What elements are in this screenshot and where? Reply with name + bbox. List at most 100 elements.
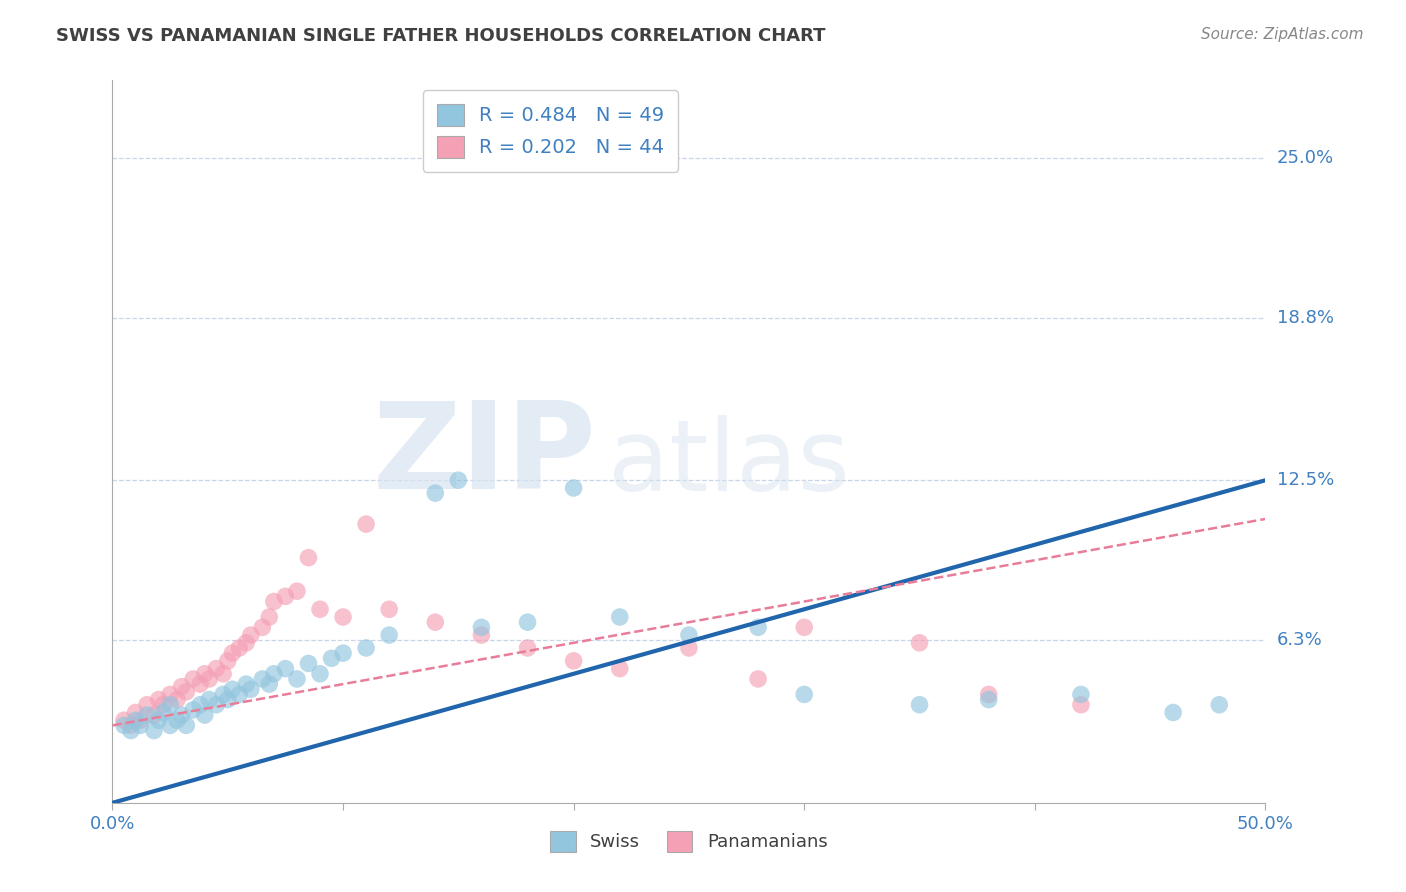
Text: 6.3%: 6.3% <box>1277 632 1322 649</box>
Point <box>239 628 262 642</box>
Point <box>332 610 354 624</box>
Point <box>174 685 197 699</box>
Point <box>124 713 146 727</box>
Point <box>166 713 188 727</box>
Point <box>425 486 447 500</box>
Point <box>285 584 308 599</box>
Point <box>609 662 631 676</box>
Point <box>170 680 193 694</box>
Point <box>120 723 142 738</box>
Point <box>136 698 159 712</box>
Point <box>793 687 815 701</box>
Point <box>259 610 281 624</box>
Point <box>1161 706 1184 720</box>
Point <box>252 672 274 686</box>
Point <box>148 713 170 727</box>
Point <box>112 718 135 732</box>
Point <box>747 620 769 634</box>
Text: Source: ZipAtlas.com: Source: ZipAtlas.com <box>1201 27 1364 42</box>
Point <box>562 481 585 495</box>
Point <box>354 517 377 532</box>
Point <box>274 662 297 676</box>
Point <box>194 708 217 723</box>
Point <box>678 640 700 655</box>
Point <box>221 646 243 660</box>
Point <box>159 698 181 712</box>
Point <box>378 602 401 616</box>
Point <box>143 708 166 723</box>
Point <box>274 590 297 604</box>
Point <box>1070 687 1092 701</box>
Point <box>908 698 931 712</box>
Point <box>977 692 1000 706</box>
Point <box>239 682 262 697</box>
Point <box>198 672 221 686</box>
Point <box>120 718 142 732</box>
Point <box>170 708 193 723</box>
Point <box>235 636 257 650</box>
Point <box>425 615 447 630</box>
Point <box>447 473 470 487</box>
Text: 25.0%: 25.0% <box>1277 149 1334 167</box>
Point <box>309 666 332 681</box>
Point <box>188 677 211 691</box>
Point <box>221 682 243 697</box>
Point <box>129 713 152 727</box>
Point <box>152 698 174 712</box>
Point <box>174 718 197 732</box>
Point <box>321 651 343 665</box>
Point <box>470 628 492 642</box>
Point <box>124 706 146 720</box>
Point <box>332 646 354 660</box>
Point <box>152 706 174 720</box>
Point <box>159 718 181 732</box>
Point <box>198 692 221 706</box>
Point <box>166 692 188 706</box>
Point <box>252 620 274 634</box>
Point <box>793 620 815 634</box>
Point <box>908 636 931 650</box>
Point <box>1070 698 1092 712</box>
Point <box>217 692 239 706</box>
Point <box>263 666 285 681</box>
Point <box>1208 698 1230 712</box>
Legend: Swiss, Panamanians: Swiss, Panamanians <box>543 823 835 859</box>
Point <box>228 640 250 655</box>
Point <box>205 698 228 712</box>
Point <box>181 672 204 686</box>
Point <box>263 594 285 608</box>
Point <box>194 666 217 681</box>
Point <box>181 703 204 717</box>
Text: atlas: atlas <box>609 415 849 512</box>
Point <box>516 615 538 630</box>
Point <box>297 657 319 671</box>
Point <box>378 628 401 642</box>
Point <box>217 654 239 668</box>
Point <box>562 654 585 668</box>
Text: 12.5%: 12.5% <box>1277 471 1334 489</box>
Text: 18.8%: 18.8% <box>1277 309 1333 326</box>
Point <box>212 666 235 681</box>
Point <box>235 677 257 691</box>
Point <box>228 687 250 701</box>
Point <box>285 672 308 686</box>
Point <box>136 708 159 723</box>
Point <box>143 723 166 738</box>
Point <box>159 687 181 701</box>
Point <box>297 550 319 565</box>
Point <box>747 672 769 686</box>
Point <box>977 687 1000 701</box>
Text: ZIP: ZIP <box>373 398 596 515</box>
Point <box>309 602 332 616</box>
Point <box>678 628 700 642</box>
Point <box>516 640 538 655</box>
Point <box>259 677 281 691</box>
Point <box>112 713 135 727</box>
Text: SWISS VS PANAMANIAN SINGLE FATHER HOUSEHOLDS CORRELATION CHART: SWISS VS PANAMANIAN SINGLE FATHER HOUSEH… <box>56 27 825 45</box>
Point <box>188 698 211 712</box>
Point <box>470 620 492 634</box>
Point <box>212 687 235 701</box>
Point <box>205 662 228 676</box>
Point <box>609 610 631 624</box>
Point <box>129 718 152 732</box>
